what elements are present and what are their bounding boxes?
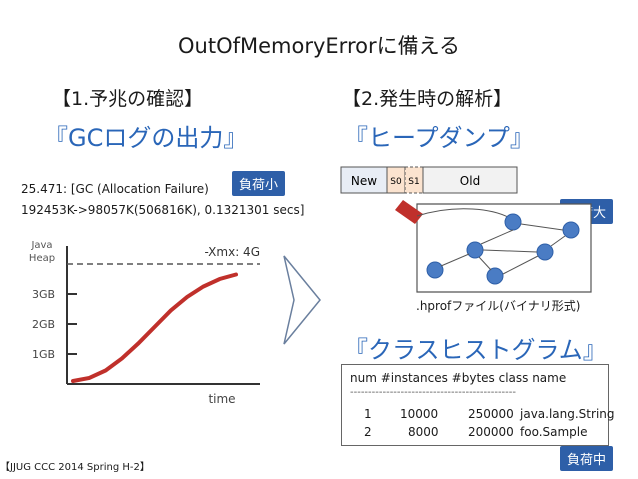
histogram-cell-class: foo.Sample [520,425,588,439]
heap-new-segment [340,166,388,194]
graph-node [562,221,580,239]
histogram-cell-bytes: 200000 [468,425,514,439]
graph-edge [478,256,492,271]
graph-node [504,213,522,231]
heap-usage-series-line [71,272,238,383]
histogram-divider: ----------------------------------------… [350,387,516,398]
heap-usage-chart: Java Heap 1GB 2GB 3GB -Xmx: 4G time [29,240,260,406]
histogram-cell-num: 2 [364,425,372,439]
histogram-header: num #instances #bytes class name [350,371,567,385]
graph-edge [520,223,564,231]
gc-log-line: 25.471: [GC (Allocation Failure) [21,182,209,196]
graph-node [466,241,484,259]
class-histogram-heading: 『クラスヒストグラム』 [344,336,607,364]
y-tick-label: 3GB [32,288,55,301]
flow-arrow [283,255,321,345]
object-graph-diagram [395,200,592,293]
heap-new-label: New [351,174,377,188]
graph-edge [480,229,514,245]
graph-edge [502,255,539,275]
hprof-file-label: .hprofファイル(バイナリ形式) [416,299,581,313]
section-title-right: 【2.発生時の解析】 [342,88,513,110]
histogram-cell-instances: 10000 [400,407,439,421]
heap-dump-heading: 『ヒープダンプ』 [344,124,534,152]
histogram-cell-class: java.lang.String [520,407,615,421]
section-title-left: 【1.予兆の確認】 [52,88,204,110]
y-axis-label: Heap [29,253,55,264]
footer-caption: 【JJUG CCC 2014 Spring H-2】 [0,462,150,473]
y-tick-label: 2GB [32,318,55,331]
dump-pointer-icon [395,200,423,224]
graph-edge [482,249,538,253]
histogram-cell-bytes: 250000 [468,407,514,421]
class-histogram-table: num #instances #bytes class name -------… [341,364,615,446]
heap-s0-label: S0 [390,177,402,187]
graph-edge [416,208,514,221]
load-low-badge: 負荷小 [232,171,286,196]
load-medium-badge: 負荷中 [560,446,614,471]
histogram-cell-instances: 8000 [408,425,439,439]
max-heap-label: -Xmx: 4G [204,245,260,259]
heap-s1-label: S1 [408,177,419,187]
graph-edge [440,253,470,267]
gc-log-heading: 『GCログの出力』 [44,124,248,152]
graph-node [536,243,554,261]
slide-title: OutOfMemoryErrorに備える [178,34,460,58]
graph-edge [550,235,566,247]
heap-old-label: Old [460,174,480,188]
graph-node [426,261,444,279]
gc-log-line: 192453K->98057K(506816K), 0.1321301 secs… [21,203,305,217]
graph-node [486,267,504,285]
y-tick-label: 1GB [32,348,55,361]
heap-generation-bar: New S0 S1 Old [340,166,518,194]
dump-file-frame [416,203,592,293]
chevron-right-icon [283,255,321,345]
heap-old-segment [422,166,518,194]
y-axis-label: Java [30,240,52,251]
histogram-cell-num: 1 [364,407,372,421]
x-axis-label: time [208,392,235,406]
